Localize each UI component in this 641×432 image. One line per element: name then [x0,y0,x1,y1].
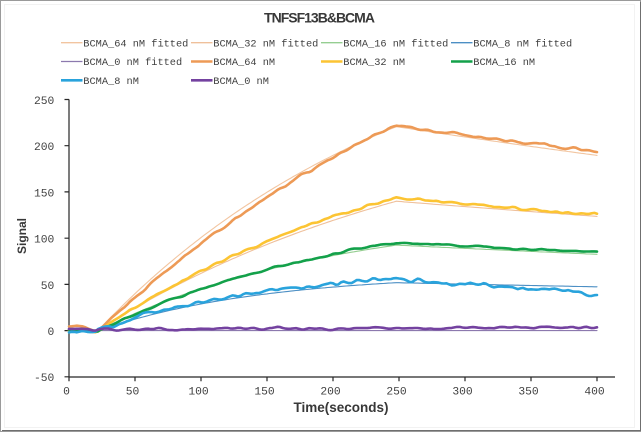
svg-text:BCMA_32 nM fitted: BCMA_32 nM fitted [213,38,318,50]
svg-text:150: 150 [254,387,275,399]
svg-text:0: 0 [48,327,55,339]
svg-text:BCMA_8 nM: BCMA_8 nM [83,76,139,88]
svg-text:150: 150 [34,188,55,200]
svg-text:Time(seconds): Time(seconds) [293,400,388,415]
svg-text:BCMA_8 nM fitted: BCMA_8 nM fitted [473,38,572,50]
svg-text:-50: -50 [34,373,55,385]
svg-text:250: 250 [34,96,55,108]
svg-text:50: 50 [41,281,55,293]
svg-text:50: 50 [126,387,140,399]
svg-text:TNFSF13B&BCMA: TNFSF13B&BCMA [264,10,375,26]
svg-text:BCMA_64 nM fitted: BCMA_64 nM fitted [83,38,188,50]
svg-text:BCMA_16 nM: BCMA_16 nM [473,57,535,69]
svg-text:BCMA_16 nM fitted: BCMA_16 nM fitted [343,38,448,50]
svg-text:BCMA_32 nM: BCMA_32 nM [343,57,405,69]
svg-text:BCMA_0 nM fitted: BCMA_0 nM fitted [83,57,182,69]
svg-text:350: 350 [518,387,539,399]
svg-text:250: 250 [386,387,407,399]
svg-text:200: 200 [34,142,55,154]
svg-text:200: 200 [320,387,341,399]
svg-text:BCMA_64 nM: BCMA_64 nM [213,57,275,69]
svg-text:100: 100 [188,387,209,399]
svg-text:300: 300 [452,387,473,399]
svg-text:400: 400 [584,387,605,399]
svg-text:0: 0 [63,387,70,399]
svg-text:Signal: Signal [15,218,29,254]
svg-text:100: 100 [34,235,55,247]
svg-text:BCMA_0 nM: BCMA_0 nM [213,76,269,88]
